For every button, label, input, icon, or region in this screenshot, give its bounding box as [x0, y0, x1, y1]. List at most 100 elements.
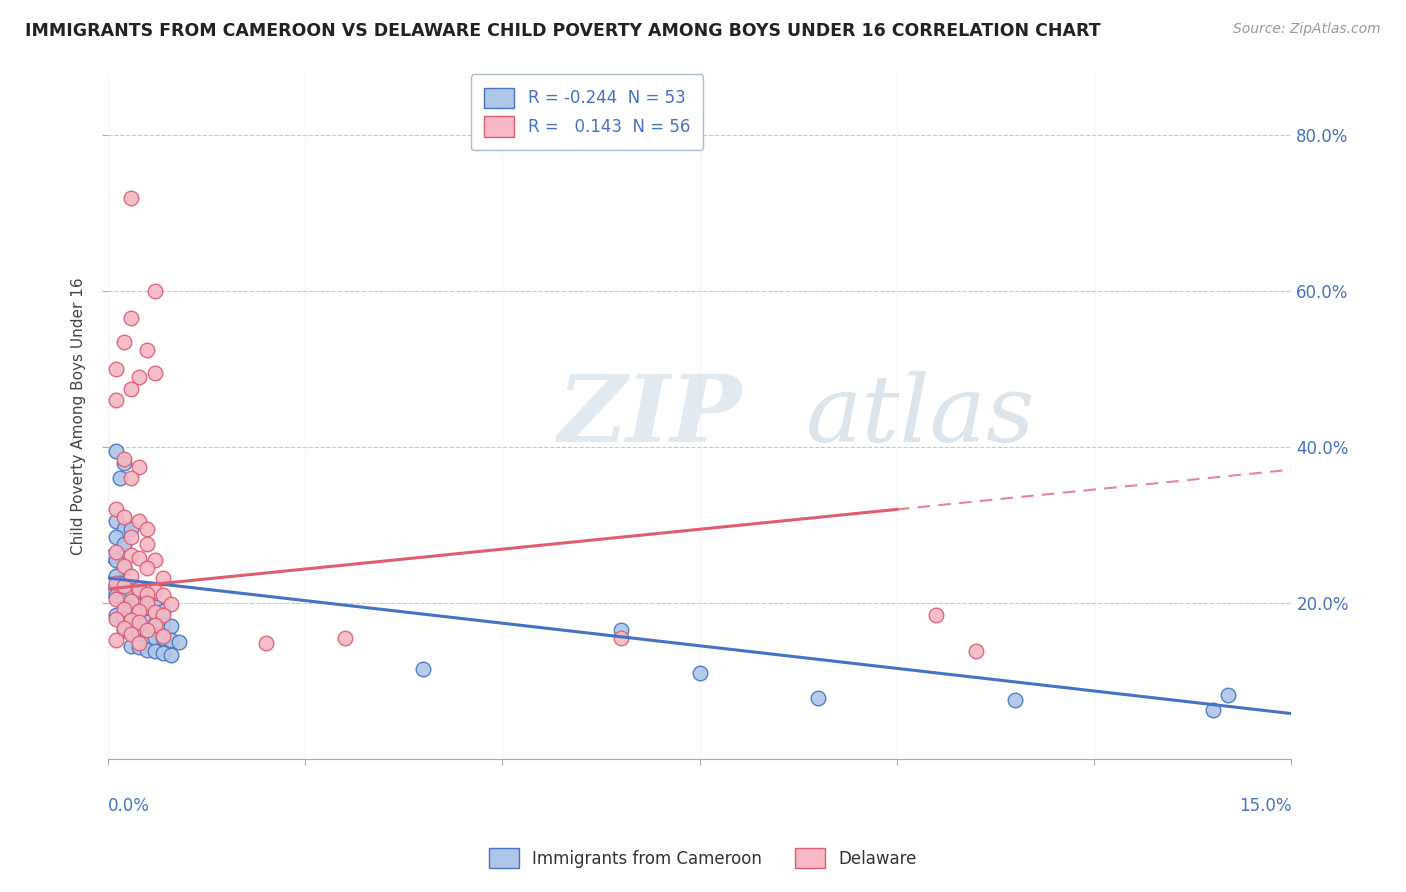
Point: [112, 561, 135, 575]
Point: [152, 571, 174, 585]
Point: [412, 662, 434, 676]
Point: [120, 382, 142, 396]
Point: [152, 604, 174, 618]
Point: [1004, 693, 1026, 707]
Point: [143, 617, 166, 632]
Point: [136, 561, 159, 575]
Point: [104, 553, 127, 567]
Point: [152, 629, 174, 643]
Point: [112, 537, 135, 551]
Point: [136, 642, 159, 657]
Point: [120, 548, 142, 562]
Point: [143, 553, 166, 567]
Text: 0.0%: 0.0%: [108, 797, 149, 814]
Point: [689, 666, 711, 681]
Point: [100, 549, 122, 563]
Point: [143, 284, 166, 298]
Point: [120, 568, 142, 582]
Point: [136, 629, 159, 643]
Point: [120, 191, 142, 205]
Text: 15.0%: 15.0%: [1239, 797, 1292, 814]
Text: atlas: atlas: [806, 371, 1036, 461]
Point: [104, 444, 127, 458]
Point: [104, 592, 127, 607]
Point: [136, 537, 159, 551]
Point: [108, 576, 131, 591]
Legend: Immigrants from Cameroon, Delaware: Immigrants from Cameroon, Delaware: [481, 839, 925, 877]
Point: [104, 393, 127, 408]
Point: [925, 607, 948, 622]
Point: [807, 691, 830, 706]
Point: [167, 635, 190, 649]
Point: [128, 636, 150, 650]
Point: [104, 514, 127, 528]
Point: [112, 592, 135, 607]
Point: [609, 623, 631, 637]
Point: [112, 579, 135, 593]
Point: [104, 588, 127, 602]
Point: [965, 644, 987, 658]
Point: [1201, 703, 1223, 717]
Point: [333, 631, 356, 645]
Point: [128, 627, 150, 641]
Point: [104, 633, 127, 648]
Point: [104, 502, 127, 516]
Point: [104, 607, 127, 622]
Point: [112, 558, 135, 573]
Point: [128, 459, 150, 474]
Point: [112, 611, 135, 625]
Point: [112, 522, 135, 536]
Point: [1218, 688, 1240, 702]
Point: [152, 631, 174, 645]
Point: [160, 598, 183, 612]
Point: [136, 615, 159, 630]
Point: [136, 596, 159, 610]
Point: [120, 594, 142, 608]
Point: [128, 640, 150, 655]
Point: [120, 624, 142, 639]
Point: [120, 530, 142, 544]
Point: [104, 530, 127, 544]
Point: [152, 607, 174, 622]
Point: [120, 311, 142, 326]
Point: [104, 576, 127, 591]
Point: [143, 584, 166, 599]
Point: [128, 615, 150, 630]
Y-axis label: Child Poverty Among Boys Under 16: Child Poverty Among Boys Under 16: [72, 277, 86, 555]
Point: [112, 451, 135, 466]
Point: [120, 613, 142, 627]
Point: [112, 510, 135, 524]
Point: [120, 599, 142, 614]
Point: [112, 599, 135, 614]
Point: [160, 648, 183, 662]
Point: [128, 615, 150, 630]
Point: [136, 586, 159, 600]
Point: [120, 584, 142, 599]
Point: [120, 522, 142, 536]
Point: [128, 604, 150, 618]
Point: [128, 582, 150, 596]
Text: ZIP: ZIP: [558, 371, 742, 461]
Point: [160, 633, 183, 648]
Point: [254, 636, 277, 650]
Point: [609, 631, 631, 645]
Legend: R = -0.244  N = 53, R =   0.143  N = 56: R = -0.244 N = 53, R = 0.143 N = 56: [471, 74, 703, 150]
Point: [128, 550, 150, 565]
Point: [112, 621, 135, 635]
Point: [143, 631, 166, 645]
Point: [136, 623, 159, 637]
Point: [136, 343, 159, 357]
Point: [120, 471, 142, 485]
Point: [152, 646, 174, 660]
Point: [128, 584, 150, 599]
Point: [108, 471, 131, 485]
Point: [128, 514, 150, 528]
Point: [104, 611, 127, 625]
Point: [100, 584, 122, 599]
Point: [120, 639, 142, 653]
Point: [112, 623, 135, 637]
Point: [143, 599, 166, 614]
Point: [136, 522, 159, 536]
Point: [152, 588, 174, 602]
Point: [104, 545, 127, 559]
